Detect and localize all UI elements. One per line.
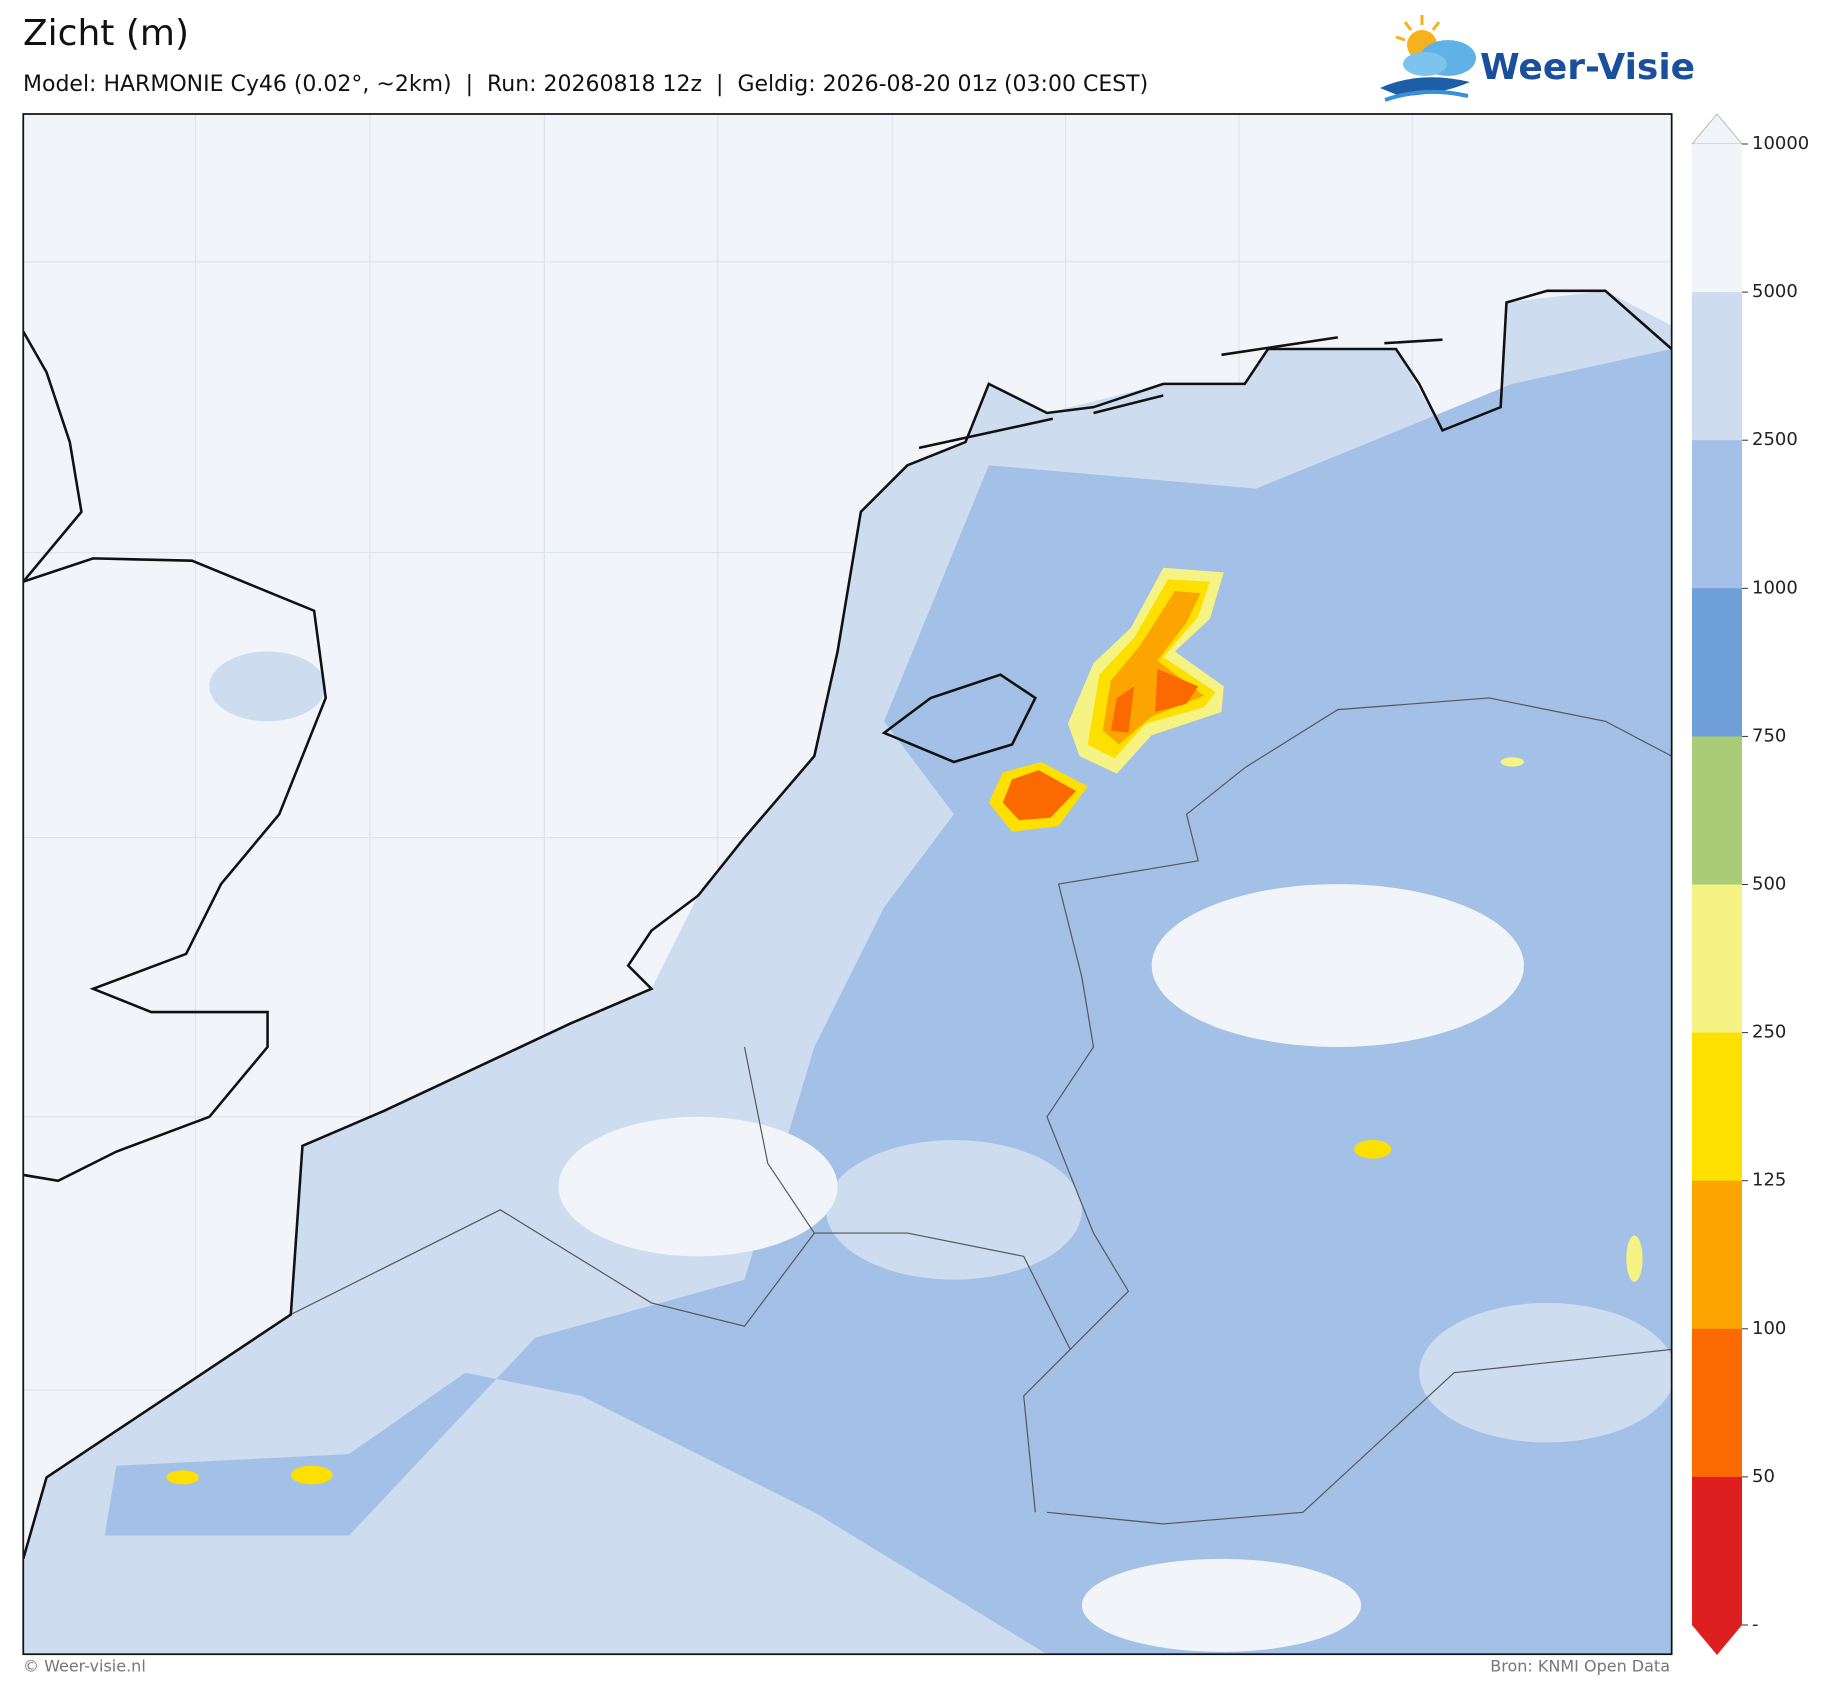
subtitle: Model: HARMONIE Cy46 (0.02°, ~2km) | Run… (23, 72, 1148, 97)
map (22, 113, 1673, 1656)
colorbar-segment (1692, 1180, 1742, 1330)
colorbar-tick-label: 100 (1752, 1318, 1786, 1339)
colorbar-extension-top (1690, 113, 1744, 145)
colorbar-tick-label: 250 (1752, 1022, 1786, 1043)
credit: © Weer-visie.nl (23, 1657, 146, 1676)
visibility-1000-2500 (104, 348, 1672, 1655)
colorbar-tick-label: 1000 (1752, 577, 1798, 598)
coastlines (23, 289, 1672, 1560)
colorbar-segment (1692, 1476, 1742, 1626)
source: Bron: KNMI Open Data (1490, 1657, 1670, 1676)
colorbar-segment (1692, 144, 1742, 293)
colorbar-tick-label: - (1752, 1614, 1759, 1635)
colorbar: 10000 5000 2500 1000 750 500 250 125 100 50 - (1690, 113, 1809, 1655)
logo-text: Weer-Visie (1480, 47, 1695, 88)
colorbar-segment (1692, 1328, 1742, 1478)
colorbar-tick-label: 50 (1752, 1466, 1775, 1487)
colorbar-extension-bottom (1692, 1625, 1742, 1655)
colorbar-segment (1692, 588, 1742, 737)
colorbar-tick-label: 5000 (1752, 281, 1798, 302)
colorbar-segment (1692, 440, 1742, 589)
colorbar-tick-label: 500 (1752, 874, 1786, 895)
colorbar-segment (1692, 1032, 1742, 1182)
title: Zicht (m) (23, 13, 189, 54)
logo: Weer-Visie (1380, 15, 1695, 102)
colorbar-tick-label: 750 (1752, 725, 1786, 746)
colorbar-segment (1692, 884, 1742, 1034)
colorbar-tick-label: 10000 (1752, 133, 1809, 154)
colorbar-tick-label: 125 (1752, 1170, 1786, 1191)
colorbar-segment (1692, 736, 1742, 885)
borders (290, 697, 1672, 1525)
colorbar-segment (1692, 292, 1742, 441)
colorbar-tick-label: 2500 (1752, 429, 1798, 450)
